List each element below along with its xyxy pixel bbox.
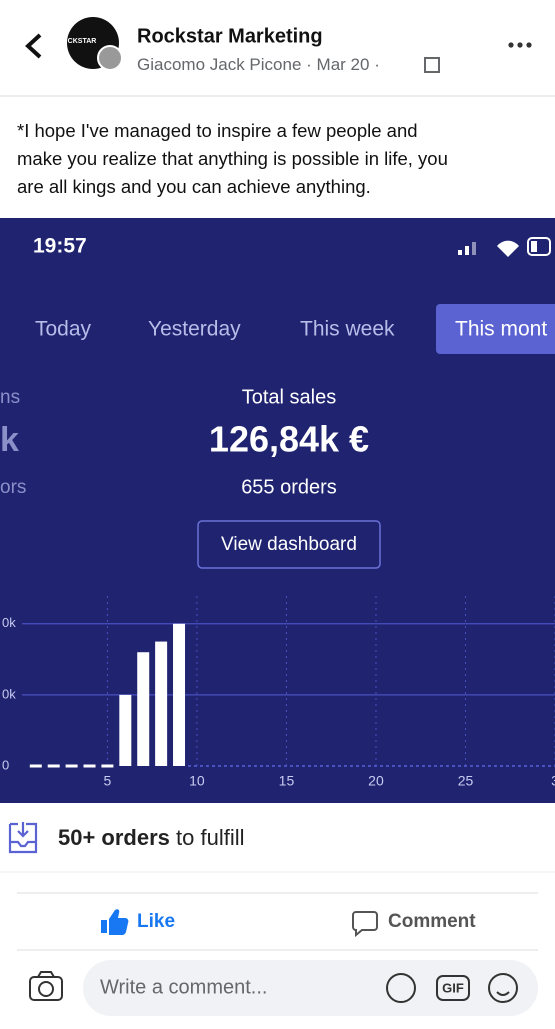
emoji-button[interactable] [488, 973, 518, 1003]
y-tick-label: 0k [2, 686, 16, 701]
comment-icon [352, 911, 378, 938]
selected-tab[interactable] [436, 304, 555, 354]
separator: · [374, 55, 380, 74]
partial-metric-text: ors [0, 477, 26, 498]
bar [173, 623, 186, 766]
partial-metric-text: ns [0, 387, 20, 408]
x-tick-label: 15 [279, 773, 295, 789]
fulfill-rest: to fulfill [170, 825, 245, 850]
date[interactable]: Mar 20 [317, 55, 370, 74]
orders-count: 655 orders [241, 476, 337, 498]
x-tick-label: 10 [189, 773, 205, 789]
gif-label: GIF [442, 980, 464, 995]
partial-metric: ns k ors [0, 387, 26, 498]
total-value: 126,84k € [209, 419, 369, 460]
tab[interactable]: This mont [455, 318, 547, 341]
sticker-button[interactable] [386, 973, 416, 1003]
author[interactable]: Giacomo Jack Picone [137, 55, 301, 74]
avatar-text: CKSTAR [68, 38, 97, 45]
audience-icon [424, 57, 440, 73]
more-button[interactable] [508, 42, 532, 48]
status-time: 19:57 [33, 235, 87, 258]
x-tick-label: 25 [458, 773, 474, 789]
comment-input[interactable] [83, 960, 538, 1016]
back-button[interactable] [25, 33, 42, 59]
status-icons [458, 237, 551, 257]
fulfill-icon [8, 822, 38, 854]
x-tick-label: 3 [551, 773, 555, 789]
post-line: are all kings and you can achieve anythi… [17, 176, 371, 197]
fulfill-text[interactable]: 50+ orders to fulfill [58, 825, 245, 850]
dashboard-button-label: View dashboard [221, 534, 357, 555]
x-tick-label: 5 [104, 773, 112, 789]
like-button[interactable]: Like [137, 911, 175, 932]
post-text: *I hope I've managed to inspire a few pe… [17, 120, 448, 197]
tab[interactable]: This week [300, 318, 395, 341]
like-icon [101, 909, 129, 935]
post-line: *I hope I've managed to inspire a few pe… [17, 120, 418, 141]
y-tick-label: 0 [2, 757, 9, 772]
bar [155, 641, 168, 766]
total-label: Total sales [242, 386, 337, 408]
bar [119, 694, 132, 766]
post-meta: Giacomo Jack Picone · Mar 20 · [137, 55, 380, 74]
comment-placeholder: Write a comment... [100, 976, 267, 998]
tab[interactable]: Today [35, 318, 92, 341]
bar [137, 652, 150, 766]
page-name[interactable]: Rockstar Marketing [137, 25, 323, 47]
y-tick-label: 0k [2, 615, 16, 630]
tabs: Today Yesterday This week This mont [35, 318, 547, 341]
fulfill-count: 50+ orders [58, 825, 170, 850]
gif-button[interactable] [436, 975, 470, 1001]
author-avatar[interactable] [97, 45, 123, 71]
partial-metric-text: k [0, 421, 19, 459]
camera-button[interactable] [29, 971, 63, 1001]
dashboard-button[interactable] [197, 520, 381, 569]
separator: · [306, 55, 312, 74]
comment-button[interactable]: Comment [388, 911, 476, 932]
sales-chart: 0 0k 0k 5 10 15 20 25 3 [2, 596, 555, 789]
comment-tools [386, 973, 518, 1003]
tab[interactable]: Yesterday [148, 318, 241, 341]
x-tick-label: 20 [368, 773, 384, 789]
post-line: make you realize that anything is possib… [17, 148, 448, 169]
